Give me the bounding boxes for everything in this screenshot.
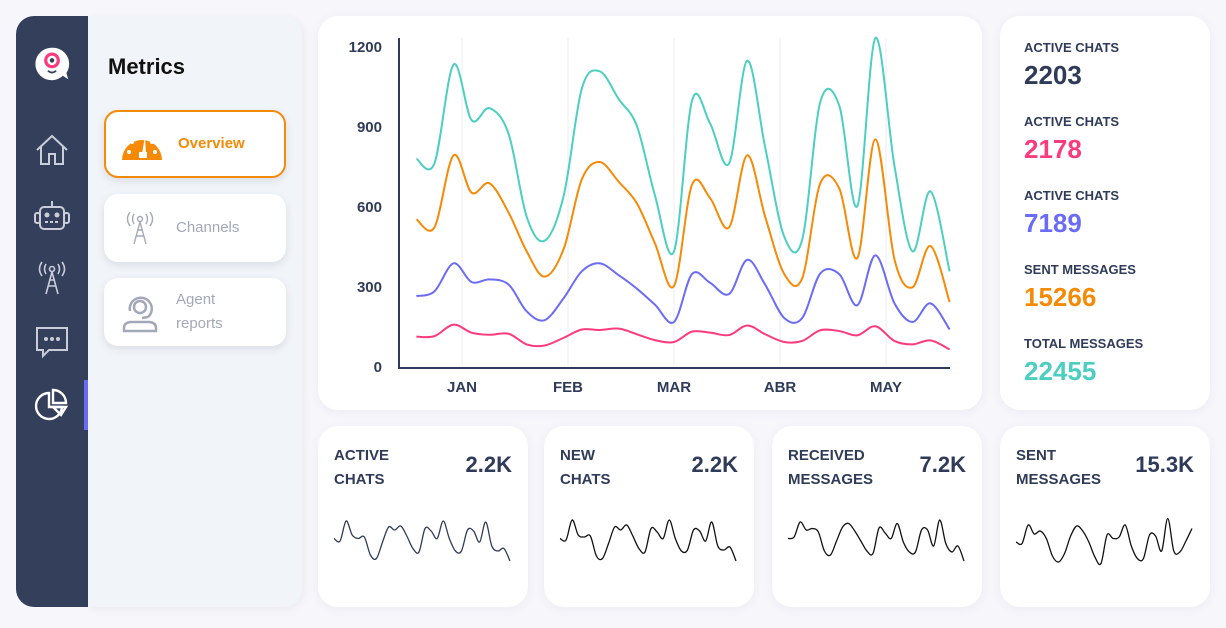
home-icon[interactable] <box>34 132 70 168</box>
mini-metric-card: ACTIVE CHATS 2.2K <box>318 426 528 607</box>
mini-card-label: NEW CHATS <box>560 444 611 492</box>
sparkline <box>1015 517 1193 566</box>
y-tick-label: 900 <box>357 119 382 136</box>
stat-label: ACTIVE CHATS <box>1024 188 1120 203</box>
y-tick-label: 1200 <box>349 39 382 56</box>
label-line: CHATS <box>560 471 611 488</box>
label-line: MESSAGES <box>1016 471 1102 488</box>
sparkline <box>787 519 965 562</box>
mini-metric-card: NEW CHATS 2.2K <box>544 426 754 607</box>
sparkline-path <box>559 519 737 562</box>
menu-item-agent-reports[interactable]: Agent reports <box>104 278 286 346</box>
x-tick-label: ABR <box>764 379 797 396</box>
line-chart-card: JAN FEB MAR ABR MAY 0 300 600 900 1200 <box>318 16 982 410</box>
stat-value: 2178 <box>1024 134 1082 164</box>
mini-card-value: 7.2K <box>919 452 966 477</box>
antenna-icon <box>104 210 176 246</box>
series-line-0 <box>415 36 951 272</box>
submenu-title: Metrics <box>108 54 186 79</box>
stat-value: 2203 <box>1024 60 1082 90</box>
label-line: ACTIVE <box>334 447 390 464</box>
bot-icon[interactable] <box>34 198 70 234</box>
metrics-submenu: Metrics Overview Channels Agent reports <box>88 16 302 607</box>
sparkline-path <box>787 519 965 562</box>
sparkline-path <box>1015 517 1193 566</box>
menu-label: Channels <box>176 219 240 236</box>
label-line: MESSAGES <box>788 471 874 488</box>
y-tick-label: 600 <box>357 199 382 216</box>
series-line-3 <box>416 323 951 351</box>
line-chart: JAN FEB MAR ABR MAY 0 300 600 900 1200 <box>349 36 951 396</box>
series-line-2 <box>416 254 951 331</box>
mini-card-label: SENT MESSAGES <box>1016 444 1101 492</box>
menu-item-channels[interactable]: Channels <box>104 194 286 262</box>
menu-label: Overview <box>178 135 245 152</box>
mini-card-value: 2.2K <box>465 452 512 477</box>
stat-value: 15266 <box>1024 282 1097 312</box>
agent-headset-icon <box>104 291 176 333</box>
chat-icon[interactable] <box>34 324 70 360</box>
sparkline-path <box>333 520 511 562</box>
stat-value: 22455 <box>1024 356 1097 386</box>
label-line: NEW <box>560 447 595 464</box>
x-tick-label: FEB <box>553 379 583 396</box>
mini-card-value: 2.2K <box>691 452 738 477</box>
active-indicator <box>84 380 88 430</box>
stat-value: 7189 <box>1024 208 1082 238</box>
chat-bot-logo[interactable] <box>34 46 70 82</box>
mini-card-label: ACTIVE CHATS <box>334 444 389 492</box>
x-tick-label: MAY <box>870 379 902 396</box>
icon-rail <box>16 16 88 607</box>
y-tick-label: 0 <box>374 359 382 376</box>
x-tick-label: MAR <box>657 379 691 396</box>
stat-label: ACTIVE CHATS <box>1024 114 1120 129</box>
mini-metric-card: RECEIVED MESSAGES 7.2K <box>772 426 982 607</box>
stat-label: TOTAL MESSAGES <box>1024 336 1144 351</box>
label-line: SENT <box>1016 447 1057 464</box>
stats-card: ACTIVE CHATS 2203 ACTIVE CHATS 2178 ACTIVE C… <box>1000 16 1210 410</box>
label-line: CHATS <box>334 471 385 488</box>
mini-card-label: RECEIVED MESSAGES <box>788 444 873 492</box>
series-line-1 <box>415 138 951 303</box>
label-line: RECEIVED <box>788 447 865 464</box>
sparkline <box>333 520 511 562</box>
mini-card-value: 15.3K <box>1135 452 1194 477</box>
stat-label: SENT MESSAGES <box>1024 262 1136 277</box>
gauge-icon <box>106 128 178 160</box>
sparkline <box>559 519 737 562</box>
x-tick-label: JAN <box>447 379 477 396</box>
menu-item-overview[interactable]: Overview <box>104 110 286 178</box>
antenna-icon[interactable] <box>34 260 70 296</box>
pie-chart-icon[interactable] <box>34 388 70 424</box>
mini-metric-card: SENT MESSAGES 15.3K <box>1000 426 1210 607</box>
stat-label: ACTIVE CHATS <box>1024 40 1120 55</box>
menu-label: Agent reports <box>176 291 223 332</box>
y-tick-label: 300 <box>357 279 382 296</box>
